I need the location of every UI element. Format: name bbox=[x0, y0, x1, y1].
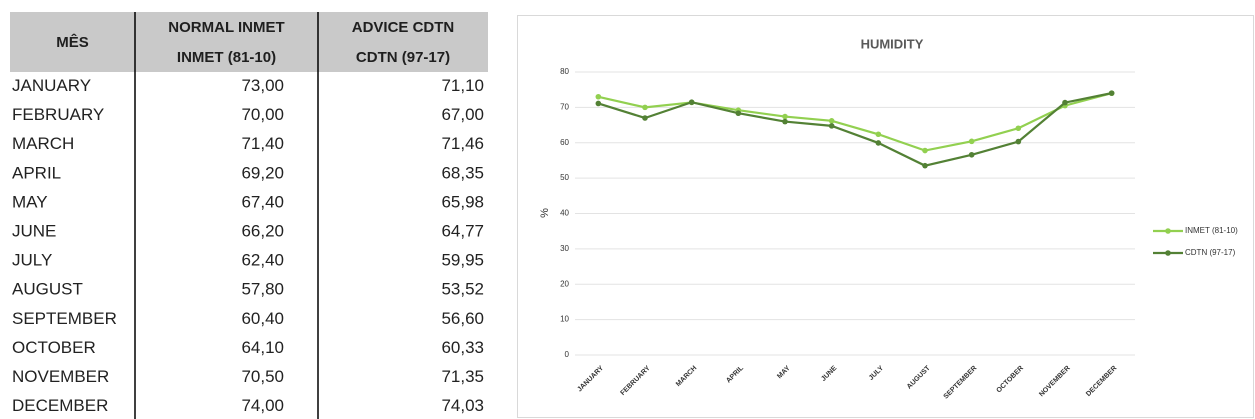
point bbox=[642, 115, 648, 121]
header-cell: CDTN (97-17) bbox=[356, 49, 450, 66]
y-tick-label: 50 bbox=[560, 173, 569, 182]
month-cell: DECEMBER bbox=[12, 396, 108, 415]
y-tick-label: 70 bbox=[560, 102, 569, 111]
month-cell: JUNE bbox=[12, 222, 56, 241]
value-cell: 71,40 bbox=[241, 134, 284, 153]
value-cell: 60,33 bbox=[441, 338, 484, 357]
header-cell: ADVICE CDTN bbox=[352, 19, 455, 36]
legend-marker bbox=[1165, 228, 1171, 234]
month-cell: MAY bbox=[12, 192, 48, 211]
y-tick-label: 40 bbox=[560, 209, 569, 218]
y-tick-label: 30 bbox=[560, 244, 569, 253]
point bbox=[828, 123, 835, 129]
x-tick-label: SEPTEMBER bbox=[943, 365, 979, 401]
y-tick-label: 10 bbox=[560, 315, 569, 324]
point bbox=[968, 138, 975, 145]
chart-title: HUMIDITY bbox=[861, 36, 924, 51]
value-cell: 64,10 bbox=[241, 338, 284, 357]
month-cell: OCTOBER bbox=[12, 338, 96, 357]
value-cell: 69,20 bbox=[241, 163, 284, 182]
x-tick-label: AUGUST bbox=[906, 364, 932, 390]
chart-frame bbox=[517, 15, 1254, 418]
point bbox=[595, 93, 602, 100]
month-cell: JULY bbox=[12, 251, 52, 270]
value-cell: 62,40 bbox=[241, 251, 284, 270]
value-cell: 70,00 bbox=[241, 105, 284, 124]
point bbox=[595, 100, 602, 107]
point bbox=[1015, 138, 1022, 145]
value-cell: 60,40 bbox=[241, 309, 284, 328]
legend-label: INMET (81-10) bbox=[1185, 226, 1238, 235]
point bbox=[828, 118, 835, 124]
header-cell: MÊS bbox=[56, 33, 89, 51]
legend-marker bbox=[1165, 250, 1171, 256]
month-cell: MARCH bbox=[12, 134, 74, 153]
value-cell: 59,95 bbox=[441, 251, 484, 270]
x-tick-label: FEBRUARY bbox=[619, 365, 651, 397]
value-cell: 53,52 bbox=[441, 280, 484, 299]
value-cell: 71,10 bbox=[441, 76, 484, 95]
value-cell: 64,77 bbox=[441, 222, 484, 241]
month-cell: AUGUST bbox=[12, 280, 83, 299]
point bbox=[922, 147, 928, 154]
y-tick-label: 20 bbox=[560, 279, 569, 288]
x-tick-label: DECEMBER bbox=[1085, 365, 1118, 398]
point bbox=[735, 110, 742, 117]
x-tick-label: APRIL bbox=[725, 364, 745, 384]
value-cell: 66,20 bbox=[241, 222, 284, 241]
value-cell: 70,50 bbox=[241, 367, 284, 386]
value-cell: 65,98 bbox=[441, 192, 484, 211]
x-tick-label: MARCH bbox=[675, 365, 698, 388]
month-cell: NOVEMBER bbox=[12, 367, 109, 386]
x-tick-label: JANUARY bbox=[576, 365, 605, 394]
point bbox=[1108, 90, 1115, 96]
series-line bbox=[598, 92, 1112, 167]
value-cell: 74,00 bbox=[241, 396, 284, 415]
point bbox=[782, 113, 788, 120]
point bbox=[875, 131, 882, 138]
value-cell: 71,35 bbox=[441, 367, 484, 386]
month-cell: SEPTEMBER bbox=[12, 309, 117, 328]
month-cell: APRIL bbox=[12, 163, 61, 182]
point bbox=[922, 162, 928, 169]
value-cell: 73,00 bbox=[241, 76, 284, 95]
point bbox=[1062, 99, 1068, 106]
point bbox=[875, 140, 882, 146]
header-cell: INMET (81-10) bbox=[177, 49, 276, 66]
table-header-bg bbox=[10, 12, 488, 72]
x-tick-label: MAY bbox=[776, 365, 792, 381]
header-cell: NORMAL INMET bbox=[168, 19, 284, 36]
value-cell: 67,00 bbox=[441, 105, 484, 124]
point bbox=[1015, 125, 1022, 132]
value-cell: 68,35 bbox=[441, 163, 484, 182]
x-tick-label: OCTOBER bbox=[995, 365, 1025, 395]
value-cell: 67,40 bbox=[241, 192, 284, 211]
value-cell: 71,46 bbox=[441, 134, 484, 153]
x-tick-label: JUNE bbox=[820, 365, 838, 383]
month-cell: JANUARY bbox=[12, 76, 91, 95]
x-tick-label: JULY bbox=[868, 365, 885, 382]
point bbox=[782, 118, 788, 125]
value-cell: 56,60 bbox=[441, 309, 484, 328]
y-axis-label: % bbox=[539, 208, 551, 218]
value-cell: 74,03 bbox=[441, 396, 484, 415]
point bbox=[642, 104, 648, 111]
legend-label: CDTN (97-17) bbox=[1185, 248, 1236, 257]
point bbox=[968, 151, 975, 158]
x-tick-label: NOVEMBER bbox=[1038, 365, 1072, 399]
y-tick-label: 60 bbox=[560, 138, 569, 147]
y-tick-label: 80 bbox=[560, 67, 569, 76]
series-line bbox=[598, 92, 1112, 152]
month-cell: FEBRUARY bbox=[12, 105, 104, 124]
value-cell: 57,80 bbox=[241, 280, 284, 299]
y-tick-label: 0 bbox=[565, 350, 570, 359]
point bbox=[688, 99, 695, 106]
